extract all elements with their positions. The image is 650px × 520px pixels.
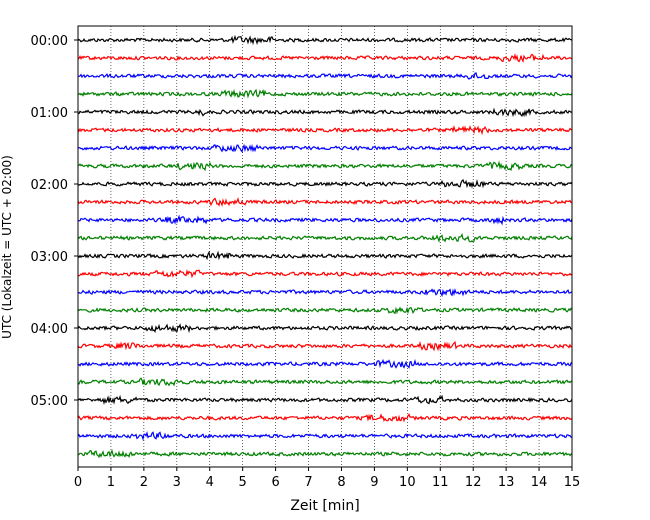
trace-row-16	[77, 323, 573, 334]
x-tick-label-8: 8	[337, 475, 345, 490]
trace-row-14	[77, 288, 573, 298]
y-tick-label-0: 00:00	[31, 34, 68, 49]
trace-row-5	[77, 124, 573, 136]
x-tick-label-3: 3	[173, 475, 181, 490]
x-axis-label: Zeit [min]	[290, 498, 359, 514]
trace-row-8	[77, 179, 573, 189]
trace-row-22	[77, 430, 573, 442]
trace-group	[77, 34, 573, 459]
x-axis-ticks: 0 1 2 3 4 5 6 7 8 9 10 11 12 13 14 15	[74, 467, 580, 490]
y-tick-label-8: 02:00	[31, 178, 68, 193]
x-tick-label-14: 14	[531, 475, 548, 490]
trace-row-20	[77, 394, 573, 406]
x-tick-label-5: 5	[239, 475, 247, 490]
x-tick-label-7: 7	[304, 475, 312, 490]
trace-row-15	[77, 306, 573, 315]
y-axis-ticks: 00:00 01:00 02:00 03:00 04:00 05:00	[31, 34, 78, 409]
trace-row-1	[77, 53, 573, 63]
plot-frame	[77, 25, 573, 468]
trace-row-3	[77, 88, 573, 99]
trace-row-4	[77, 107, 573, 118]
trace-row-0	[77, 34, 573, 46]
trace-row-6	[77, 143, 573, 153]
x-tick-label-15: 15	[564, 475, 581, 490]
trace-row-13	[77, 269, 573, 279]
x-tick-label-2: 2	[140, 475, 148, 490]
x-tick-label-13: 13	[498, 475, 515, 490]
x-tick-label-9: 9	[370, 475, 378, 490]
trace-row-7	[77, 160, 573, 172]
x-tick-label-4: 4	[206, 475, 214, 490]
trace-row-19	[77, 377, 573, 387]
trace-row-18	[77, 358, 573, 369]
trace-row-21	[77, 412, 573, 423]
trace-row-2	[77, 72, 573, 80]
trace-row-17	[77, 340, 573, 352]
trace-row-23	[77, 448, 573, 459]
trace-row-10	[77, 214, 573, 226]
x-tick-label-0: 0	[74, 475, 82, 490]
x-tick-label-6: 6	[271, 475, 279, 490]
y-tick-label-20: 05:00	[31, 394, 68, 409]
y-tick-label-16: 04:00	[31, 322, 68, 337]
y-tick-label-12: 03:00	[31, 250, 68, 265]
trace-row-11	[77, 232, 573, 243]
trace-row-12	[77, 250, 573, 261]
y-tick-label-4: 01:00	[31, 106, 68, 121]
x-tick-label-11: 11	[432, 475, 449, 490]
x-tick-label-1: 1	[107, 475, 115, 490]
x-tick-label-10: 10	[399, 475, 416, 490]
y-axis-label: UTC (Lokalzeit = UTC + 02:00)	[0, 155, 14, 339]
x-tick-label-12: 12	[465, 475, 482, 490]
trace-row-9	[77, 197, 573, 207]
plot-background	[78, 26, 572, 467]
